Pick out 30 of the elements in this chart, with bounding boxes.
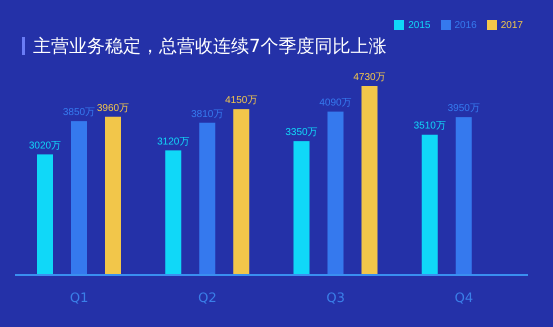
data-label: 3020万 [28,140,62,152]
bar [362,86,378,275]
data-label: 3350万 [285,127,318,138]
x-tick-label: Q2 [198,291,217,306]
bar [294,141,310,275]
data-label: 3810万 [191,108,224,120]
data-label: 3950万 [448,103,480,114]
bar [456,117,472,275]
chart-title: 主营业务稳定，总营收连续7个季度同比上涨 [33,35,386,58]
x-tick-label: Q4 [454,291,474,306]
bar [422,134,438,275]
x-tick-label: Q1 [70,291,88,306]
data-label: 3850万 [62,107,96,118]
bar [71,121,87,275]
bar [233,109,250,275]
bar [199,122,216,275]
legend-label: 2017 [500,20,523,31]
data-label: 3510万 [414,120,446,132]
data-label: 3960万 [96,102,130,114]
bar [37,154,53,275]
legend-label: 2016 [454,20,477,31]
bar [165,150,182,275]
data-label: 4150万 [225,95,258,106]
bar [328,112,344,275]
data-label: 4090万 [319,98,352,109]
bar [105,116,121,275]
legend-label: 2015 [408,20,430,31]
data-label: 3120万 [157,136,190,148]
x-tick-label: Q3 [326,291,345,306]
data-label: 4730万 [353,72,386,83]
